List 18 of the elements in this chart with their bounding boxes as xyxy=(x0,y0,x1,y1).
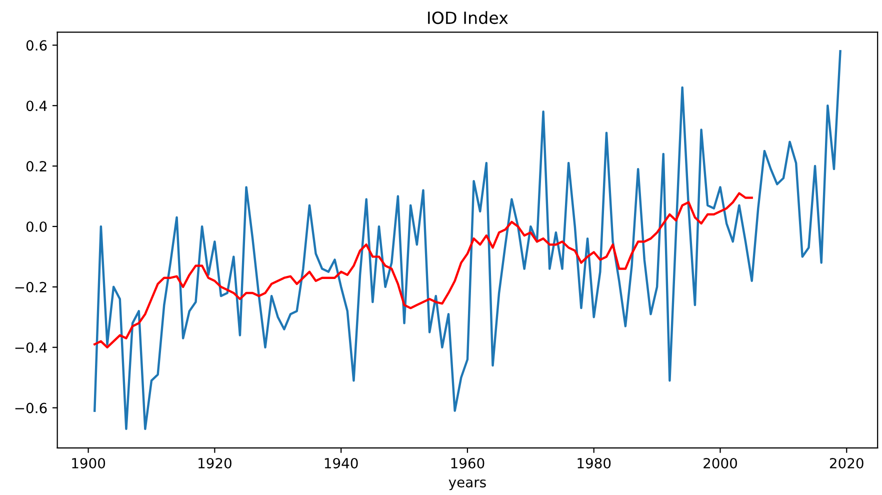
x-tick-label: 2020 xyxy=(830,458,864,468)
y-tick-label: 0.2 xyxy=(26,161,46,172)
line-series xyxy=(94,192,753,348)
chart-title: IOD Index xyxy=(428,11,508,24)
x-tick-label: 1960 xyxy=(451,458,484,468)
x-axis-title: years xyxy=(448,479,486,490)
x-tick-label: 1980 xyxy=(578,458,611,468)
x-tick-label: 2000 xyxy=(704,458,737,468)
y-tick-label: 0.0 xyxy=(26,221,47,232)
y-tick-label: −0.2 xyxy=(15,282,46,292)
y-tick-label: −0.4 xyxy=(15,342,47,353)
y-tick-label: −0.6 xyxy=(15,402,47,414)
y-tick-label: 0.6 xyxy=(26,40,47,51)
x-tick-label: 1920 xyxy=(198,458,232,468)
x-tick-label: 1900 xyxy=(72,458,106,468)
x-tick-label: 1940 xyxy=(324,458,358,468)
line-series xyxy=(94,50,842,430)
y-tick-label: 0.4 xyxy=(26,100,47,112)
